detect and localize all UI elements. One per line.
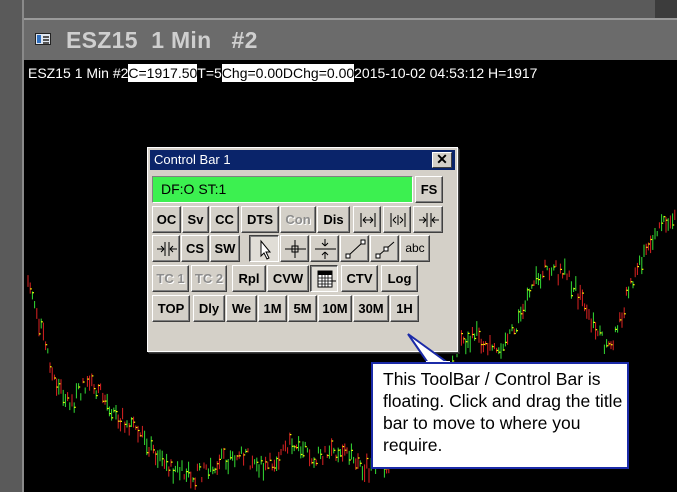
info-close: C=1917.50: [128, 64, 198, 82]
window-top-strip: [24, 0, 677, 18]
chart-title-bar[interactable]: ESZ15 1 Min #2: [24, 18, 677, 60]
con-button[interactable]: Con: [280, 206, 316, 233]
10m-button[interactable]: 10M: [318, 295, 352, 322]
sw-button[interactable]: SW: [210, 235, 240, 262]
trendline-icon[interactable]: [340, 235, 369, 262]
ray-icon[interactable]: [370, 235, 399, 262]
crosshair-icon[interactable]: [280, 235, 309, 262]
sv-button[interactable]: Sv: [182, 206, 209, 233]
tooltip-text: This ToolBar / Control Bar is floating. …: [383, 369, 623, 455]
expand-both-icon[interactable]: [383, 206, 411, 233]
1h-button[interactable]: 1H: [390, 295, 419, 322]
cc-button[interactable]: CC: [210, 206, 239, 233]
daily-button[interactable]: Dly: [193, 295, 225, 322]
tooltip-pointer: [407, 333, 452, 366]
top-button[interactable]: TOP: [152, 295, 190, 322]
rpl-button[interactable]: Rpl: [232, 265, 266, 292]
30m-button[interactable]: 30M: [353, 295, 389, 322]
fs-button[interactable]: FS: [415, 176, 443, 203]
dts-button[interactable]: DTS: [241, 206, 279, 233]
control-bar-title: Control Bar 1: [154, 152, 231, 167]
chart-info-bar: ESZ15 1 Min #2 C=1917.50 T=5 Chg=0.00 DC…: [28, 64, 537, 82]
arrow-pointer-icon[interactable]: [249, 235, 279, 262]
calendar-icon[interactable]: [310, 265, 338, 292]
info-daily-change: DChg=0.00: [282, 64, 355, 82]
help-tooltip: This ToolBar / Control Bar is floating. …: [371, 362, 629, 469]
control-bar-panel: Control Bar 1 ✕ DF:O ST:1 FS OC Sv CC DT…: [147, 147, 458, 352]
info-timestamp: 2015-10-02 04:53:12 H=1917: [354, 65, 538, 81]
window-left-border: [0, 0, 24, 492]
vertical-split-icon[interactable]: [310, 235, 339, 262]
close-icon[interactable]: ✕: [432, 152, 452, 168]
status-text: DF:O ST:1: [161, 181, 227, 197]
text-annotation-button[interactable]: abc: [400, 235, 430, 262]
log-button[interactable]: Log: [381, 265, 418, 292]
cvw-button[interactable]: CVW: [267, 265, 309, 292]
weekly-button[interactable]: We: [226, 295, 257, 322]
dis-button[interactable]: Dis: [317, 206, 350, 233]
compress-horizontal-icon[interactable]: [413, 206, 443, 233]
info-change: Chg=0.00: [221, 64, 283, 82]
control-bar-title-bar[interactable]: Control Bar 1 ✕: [150, 150, 455, 170]
oc-button[interactable]: OC: [152, 206, 181, 233]
cs-button[interactable]: CS: [181, 235, 209, 262]
tc1-button[interactable]: TC 1: [152, 265, 189, 292]
window-corner: [655, 0, 677, 18]
status-display: DF:O ST:1: [152, 176, 413, 203]
tc2-button[interactable]: TC 2: [191, 265, 227, 292]
chart-title: ESZ15 1 Min #2: [66, 27, 258, 53]
1m-button[interactable]: 1M: [258, 295, 287, 322]
info-symbol: ESZ15 1 Min #2: [28, 65, 129, 81]
ctv-button[interactable]: CTV: [341, 265, 378, 292]
window-icon: [35, 33, 51, 45]
compress-left-icon[interactable]: [152, 235, 180, 262]
info-ticks: T=5: [197, 65, 222, 81]
expand-horizontal-icon[interactable]: [353, 206, 381, 233]
5m-button[interactable]: 5M: [288, 295, 317, 322]
